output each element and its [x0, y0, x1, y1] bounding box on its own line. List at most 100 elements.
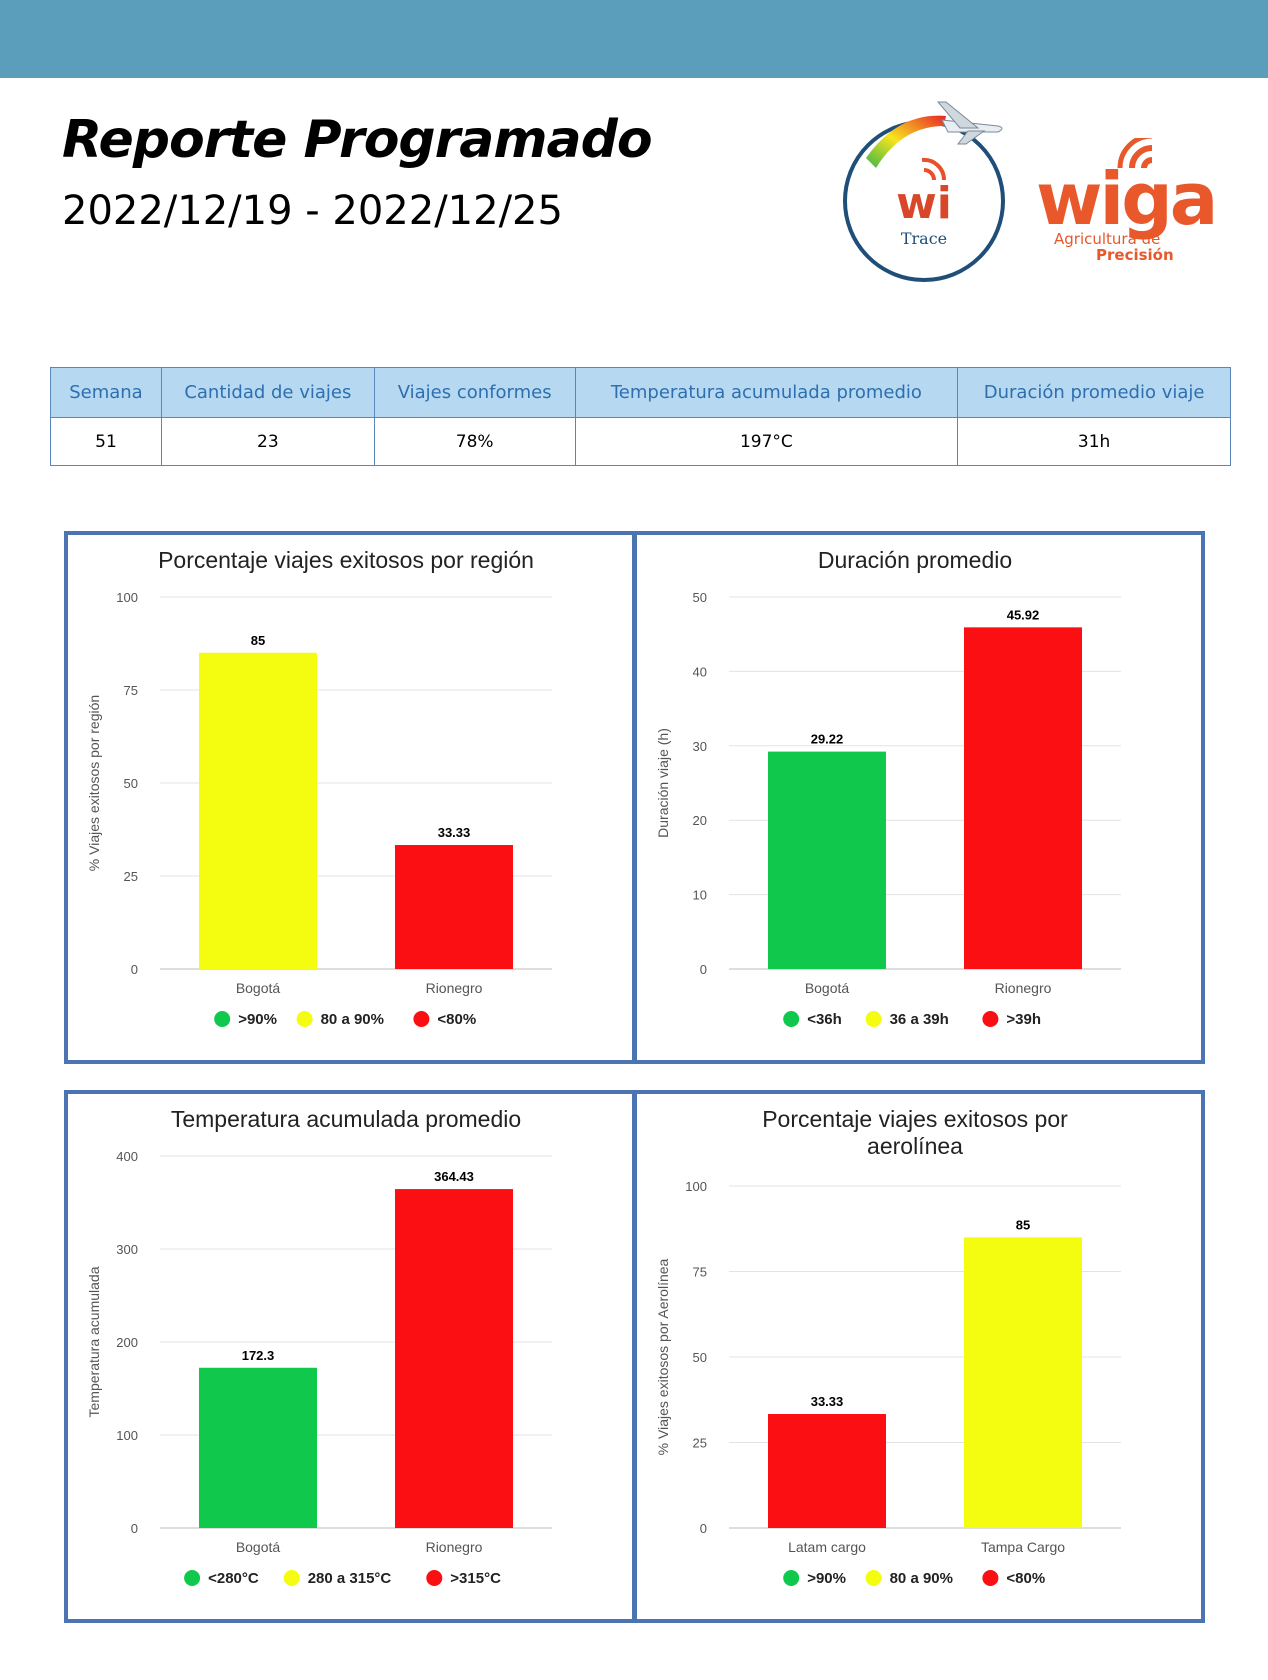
y-axis-label: Duración viaje (h)	[655, 728, 671, 838]
chart-title: aerolínea	[867, 1133, 963, 1159]
bar	[395, 1189, 513, 1528]
y-axis-label: % Viajes exitosos por región	[86, 695, 102, 871]
y-axis-label: % Viajes exitosos por Aerolínea	[655, 1258, 671, 1455]
x-tick-label: Rionegro	[426, 1539, 483, 1555]
airplane-icon	[936, 101, 1003, 145]
bar	[199, 1367, 317, 1528]
summary-header-row: Semana Cantidad de viajes Viajes conform…	[50, 367, 1231, 418]
legend-dot	[426, 1570, 443, 1586]
x-tick-label: Bogotá	[236, 980, 281, 996]
chart-panel-airline-success: Porcentaje viajes exitosos por aerolínea 0…	[633, 1090, 1205, 1623]
legend-label: <80%	[437, 1011, 476, 1028]
y-tick-label: 75	[124, 683, 138, 698]
data-label: 364.43	[434, 1169, 474, 1184]
y-tick-label: 200	[116, 1335, 138, 1350]
legend-label: 36 a 39h	[890, 1011, 949, 1028]
bar	[768, 1414, 886, 1528]
legend: <36h 36 a 39h >39h	[783, 1011, 1041, 1028]
legend-label: <280°C	[208, 1570, 259, 1587]
y-tick-label: 10	[693, 888, 707, 903]
chart-title: Porcentaje viajes exitosos por región	[158, 547, 534, 573]
header-duracion: Duración promedio viaje	[957, 367, 1231, 418]
chart-panel-duration: Duración promedio 0 10 20 30 40 50 Duración via…	[633, 531, 1205, 1064]
data-label: 85	[1016, 1217, 1030, 1232]
legend-dot	[982, 1570, 999, 1586]
bar	[964, 627, 1082, 969]
legend-label: 80 a 90%	[890, 1570, 953, 1587]
legend-dot	[783, 1570, 800, 1586]
signal-icon	[921, 157, 947, 181]
legend-dot	[982, 1011, 999, 1027]
y-tick-label: 0	[700, 962, 707, 977]
y-tick-label: 25	[693, 1436, 707, 1451]
y-tick-label: 100	[116, 1428, 138, 1443]
legend: >90% 80 a 90% <80%	[783, 1570, 1045, 1587]
legend-dot	[283, 1570, 300, 1586]
data-label: 45.92	[1007, 607, 1040, 622]
legend-dot	[783, 1011, 800, 1027]
y-tick-label: 75	[693, 1265, 707, 1280]
chart-svg: Temperatura acumulada promedio 0 100 200 300…	[86, 1106, 552, 1587]
table-row: 51 23 78% 197°C 31h	[50, 417, 1231, 466]
x-tick-label: Bogotá	[236, 1539, 281, 1555]
header-semana: Semana	[50, 367, 162, 418]
report-title: Reporte Programado	[62, 110, 653, 170]
x-tick-label: Tampa Cargo	[981, 1539, 1065, 1555]
chart-title: Porcentaje viajes exitosos por	[762, 1106, 1068, 1132]
y-tick-label: 40	[693, 664, 707, 679]
y-tick-label: 0	[700, 1521, 707, 1536]
top-band	[0, 0, 1268, 78]
y-tick-label: 50	[693, 1350, 707, 1365]
legend-dot	[865, 1011, 882, 1027]
value-cantidad-viajes: 23	[160, 417, 375, 466]
wiga-logo: wiga Agricultura de Precisión	[1036, 138, 1218, 264]
data-label: 85	[251, 633, 265, 648]
y-tick-label: 100	[116, 590, 138, 605]
legend-label: >315°C	[450, 1570, 501, 1587]
data-label: 33.33	[438, 825, 471, 840]
value-temperatura: 197°C	[574, 417, 959, 466]
value-viajes-conformes: 78%	[373, 417, 576, 466]
legend-dot	[214, 1011, 231, 1027]
y-tick-label: 0	[131, 1521, 138, 1536]
y-tick-label: 25	[124, 869, 138, 884]
y-tick-label: 50	[124, 776, 138, 791]
y-tick-label: 20	[693, 813, 707, 828]
value-duracion: 31h	[957, 417, 1231, 466]
y-tick-label: 50	[693, 590, 707, 605]
legend-label: 80 a 90%	[321, 1011, 384, 1028]
witrace-mark: wi	[896, 178, 952, 229]
legend-label: >90%	[238, 1011, 277, 1028]
data-label: 172.3	[242, 1348, 275, 1363]
witrace-text: Trace	[901, 229, 947, 248]
header-temperatura: Temperatura acumulada promedio	[574, 367, 959, 418]
bar	[964, 1237, 1082, 1528]
bar	[395, 845, 513, 969]
chart-panel-region-success: Porcentaje viajes exitosos por región 0 25…	[64, 531, 636, 1064]
chart-svg: Porcentaje viajes exitosos por región 0 25…	[86, 547, 552, 1028]
y-tick-label: 100	[685, 1179, 707, 1194]
bar	[199, 652, 317, 969]
signal-icon	[1117, 138, 1153, 169]
y-tick-label: 400	[116, 1149, 138, 1164]
data-label: 29.22	[811, 732, 844, 747]
header-viajes-conformes: Viajes conformes	[373, 367, 576, 418]
y-tick-label: 300	[116, 1242, 138, 1257]
bar	[768, 751, 886, 969]
report-date-range: 2022/12/19 - 2022/12/25	[62, 188, 563, 234]
data-label: 33.33	[811, 1394, 844, 1409]
y-tick-label: 0	[131, 962, 138, 977]
wiga-mark: wiga	[1036, 157, 1215, 241]
legend-label: <80%	[1006, 1570, 1045, 1587]
legend-dot	[184, 1570, 201, 1586]
legend-label: 280 a 315°C	[308, 1570, 392, 1587]
header-cantidad-viajes: Cantidad de viajes	[160, 367, 375, 418]
legend: <280°C 280 a 315°C >315°C	[184, 1570, 501, 1587]
y-tick-label: 30	[693, 739, 707, 754]
legend-dot	[413, 1011, 430, 1027]
legend-dot	[296, 1011, 313, 1027]
x-tick-label: Bogotá	[805, 980, 850, 996]
wiga-line1: Agricultura de	[1054, 230, 1160, 248]
value-semana: 51	[50, 417, 162, 466]
